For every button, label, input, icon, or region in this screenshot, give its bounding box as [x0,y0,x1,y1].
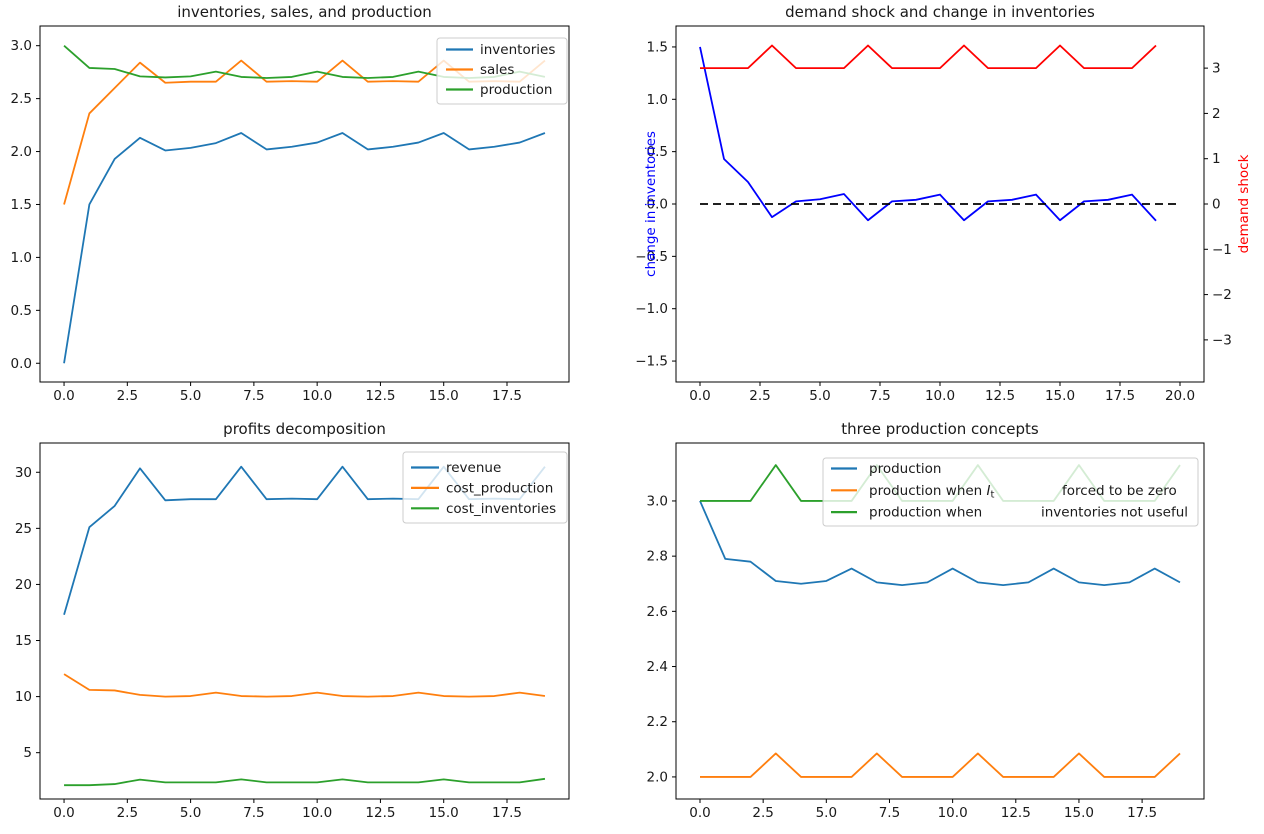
svg-text:2.4: 2.4 [647,659,668,675]
svg-text:3.0: 3.0 [647,493,668,509]
svg-text:5: 5 [23,745,32,761]
panel-demand-shock-change-in-inventories: demand shock and change in inventories 0… [632,0,1264,417]
svg-text:12.5: 12.5 [1001,805,1031,821]
svg-text:25: 25 [15,521,32,537]
svg-text:10.0: 10.0 [925,388,955,404]
svg-text:−0.5: −0.5 [635,249,668,265]
svg-text:demand shock: demand shock [1236,154,1252,253]
svg-text:2.5: 2.5 [11,91,32,107]
chart-title-inventories-sales-production: inventories, sales, and production [177,3,432,21]
svg-text:0.5: 0.5 [647,144,668,160]
chart-three-production-concepts: 0.0 2.5 5.0 7.5 10.0 12.5 15.0 17.5 2.0 2.2 2.4 2.6… [647,442,1205,821]
svg-text:17.5: 17.5 [492,388,522,404]
svg-text:15: 15 [15,633,32,649]
svg-text:7.5: 7.5 [243,805,264,821]
svg-text:10.0: 10.0 [938,805,968,821]
svg-text:2.0: 2.0 [11,144,32,160]
svg-text:15.0: 15.0 [429,388,459,404]
svg-text:5.0: 5.0 [816,805,837,821]
svg-text:2.5: 2.5 [117,388,138,404]
svg-text:20: 20 [15,577,32,593]
svg-text:17.5: 17.5 [1105,388,1135,404]
svg-text:1.5: 1.5 [647,39,668,55]
svg-text:12.5: 12.5 [365,805,395,821]
svg-text:change in inventories: change in inventories [643,131,659,277]
svg-text:3.0: 3.0 [11,38,32,54]
svg-text:2.0: 2.0 [647,769,668,785]
svg-text:10.0: 10.0 [302,805,332,821]
svg-text:3: 3 [1212,61,1221,77]
chart-demand-shock-change-in-inventories: 0.0 2.5 5.0 7.5 10.0 12.5 15.0 17.5 20.0−1.5−1.0… [635,25,1252,404]
svg-text:2.2: 2.2 [647,714,668,730]
panel-three-production-concepts: three production concepts 0.0 2.5 5.0 7.5 10… [632,417,1264,834]
svg-text:−3: −3 [1212,332,1232,348]
svg-text:−2: −2 [1212,287,1232,303]
svg-text:7.5: 7.5 [879,805,900,821]
svg-text:2: 2 [1212,106,1221,122]
svg-text:production: production [869,461,942,477]
svg-text:5.0: 5.0 [180,805,201,821]
chart-title-three-production-concepts: three production concepts [841,420,1039,438]
svg-text:10.0: 10.0 [302,388,332,404]
svg-text:production: production [480,82,553,98]
svg-text:inventories: inventories [480,42,555,58]
svg-text:1.0: 1.0 [11,250,32,266]
svg-text:0.0: 0.0 [11,356,32,372]
svg-text:sales: sales [480,62,514,78]
svg-text:2.5: 2.5 [752,805,773,821]
svg-text:7.5: 7.5 [869,388,890,404]
chart-inventories-sales-production: 0.0 2.5 5.0 7.5 10.0 12.5 15.0 17.5 0.0 0.5 1.0 1.5… [11,25,570,404]
svg-text:12.5: 12.5 [985,388,1015,404]
svg-text:15.0: 15.0 [1064,805,1094,821]
svg-text:2.5: 2.5 [749,388,770,404]
svg-text:30: 30 [15,465,32,481]
svg-text:0: 0 [1212,197,1221,213]
panel-inventories-sales-production: inventories, sales, and production 0.0 2.… [0,0,632,417]
svg-text:10: 10 [15,689,32,705]
svg-text:5.0: 5.0 [180,388,201,404]
svg-text:0.5: 0.5 [11,303,32,319]
svg-text:15.0: 15.0 [429,805,459,821]
panel-profits-decomposition: profits decomposition 0.0 2.5 5.0 7.5 10.0 12… [0,417,632,834]
svg-text:−1: −1 [1212,242,1232,258]
svg-text:12.5: 12.5 [365,388,395,404]
svg-text:0.0: 0.0 [689,388,710,404]
svg-text:5.0: 5.0 [809,388,830,404]
chart-title-profits-decomposition: profits decomposition [223,420,386,438]
svg-text:7.5: 7.5 [243,388,264,404]
svg-text:17.5: 17.5 [492,805,522,821]
svg-text:2.8: 2.8 [647,549,668,565]
svg-text:15.0: 15.0 [1045,388,1075,404]
svg-text:2.5: 2.5 [117,805,138,821]
chart-title-demand-shock: demand shock and change in inventories [785,3,1095,21]
svg-text:0.0: 0.0 [53,805,74,821]
svg-text:0.0: 0.0 [53,388,74,404]
svg-text:0.0: 0.0 [689,805,710,821]
svg-text:0.0: 0.0 [647,197,668,213]
svg-text:2.6: 2.6 [647,604,668,620]
svg-text:cost_production: cost_production [446,480,553,496]
svg-text:revenue: revenue [446,460,501,476]
svg-text:−1.0: −1.0 [635,301,668,317]
svg-text:cost_inventories: cost_inventories [446,501,556,517]
chart-profits-decomposition: 0.0 2.5 5.0 7.5 10.0 12.5 15.0 17.5 5 10 15 20 25 30 r… [15,442,570,821]
svg-text:1.0: 1.0 [647,92,668,108]
svg-text:17.5: 17.5 [1127,805,1157,821]
svg-text:1: 1 [1212,151,1221,167]
svg-text:−1.5: −1.5 [635,354,668,370]
svg-text:20.0: 20.0 [1165,388,1195,404]
svg-text:1.5: 1.5 [11,197,32,213]
